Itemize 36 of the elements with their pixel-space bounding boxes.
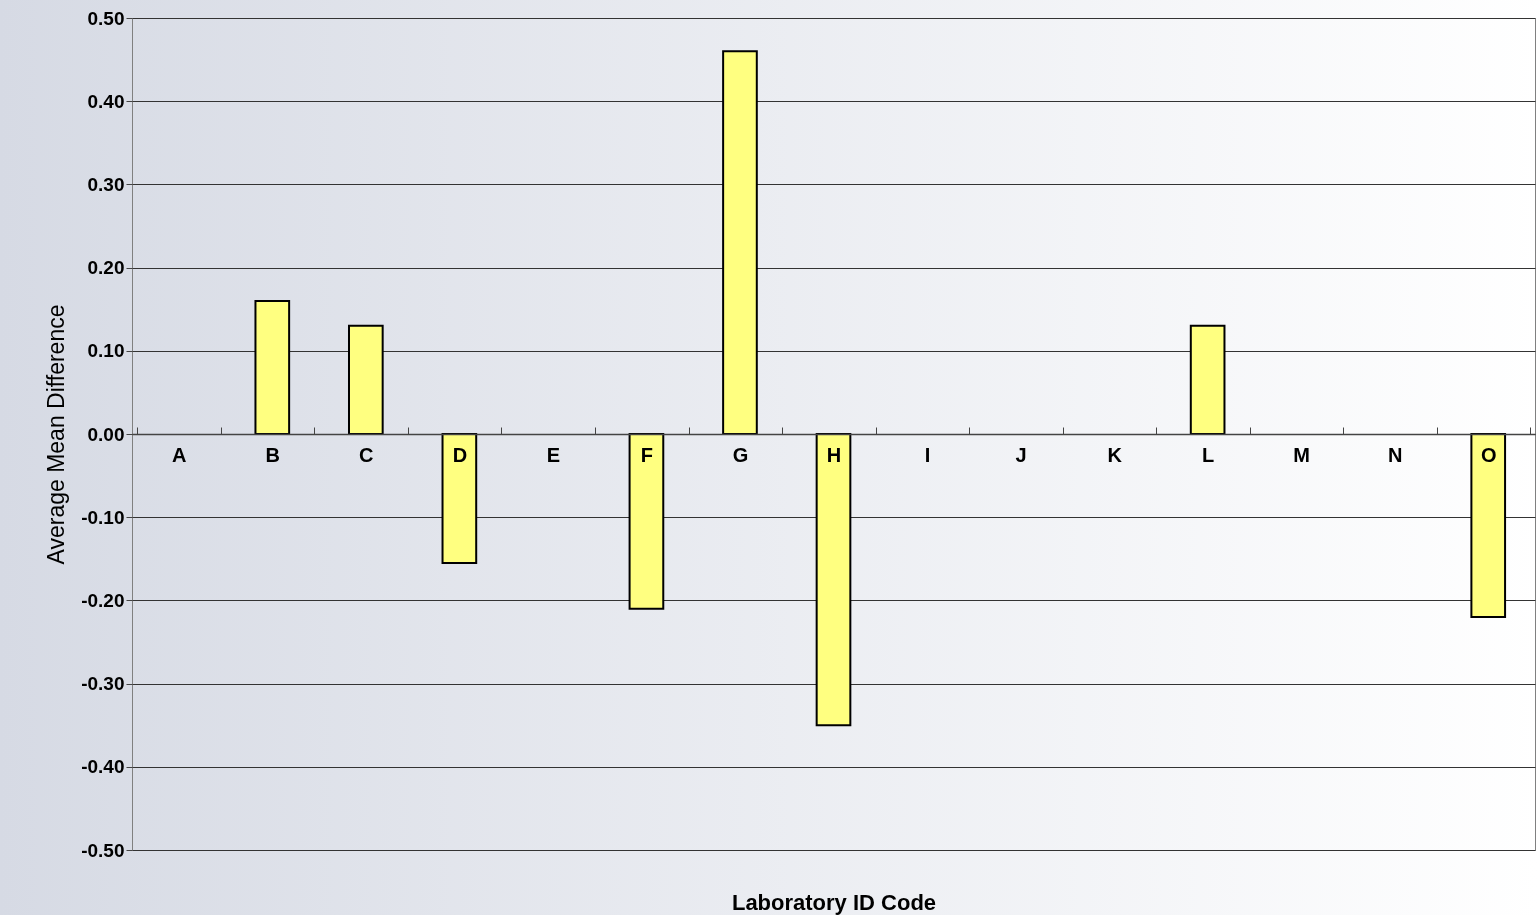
y-tick-label: -0.50 bbox=[81, 839, 125, 861]
x-axis-title: Laboratory ID Code bbox=[731, 889, 937, 915]
bar bbox=[348, 324, 384, 435]
y-tick-label: -0.20 bbox=[81, 589, 125, 611]
x-tick-label: H bbox=[826, 443, 842, 466]
y-tick-label: 0.50 bbox=[87, 7, 125, 29]
x-tick-label: E bbox=[546, 443, 561, 466]
x-tick-label: I bbox=[924, 443, 931, 466]
bar bbox=[441, 433, 478, 564]
bar bbox=[722, 50, 758, 435]
y-tick-label: -0.10 bbox=[81, 506, 125, 528]
y-tick-label: -0.40 bbox=[81, 756, 125, 778]
x-tick-label: M bbox=[1293, 443, 1310, 466]
y-tick-label: 0.10 bbox=[87, 340, 125, 362]
x-tick-label: K bbox=[1107, 443, 1123, 466]
y-tick-label: 0.00 bbox=[87, 423, 125, 445]
bar bbox=[815, 433, 852, 727]
x-tick-label: F bbox=[640, 443, 654, 466]
bar bbox=[254, 299, 291, 435]
x-tick-label: A bbox=[172, 443, 187, 466]
y-tick-label: 0.30 bbox=[87, 173, 125, 195]
x-tick-label: B bbox=[265, 443, 281, 466]
bar bbox=[1470, 433, 1507, 619]
x-tick-label: O bbox=[1480, 443, 1497, 466]
y-tick-label: -0.30 bbox=[81, 673, 125, 695]
x-tick-label: L bbox=[1202, 443, 1215, 466]
x-tick-label: J bbox=[1015, 443, 1027, 466]
x-tick-label: C bbox=[359, 443, 374, 466]
y-tick-label: 0.20 bbox=[87, 257, 125, 279]
y-tick-label: 0.40 bbox=[87, 90, 125, 112]
x-tick-label: N bbox=[1387, 443, 1403, 466]
bar bbox=[628, 433, 665, 610]
x-tick-label: D bbox=[452, 443, 468, 466]
x-tick-label: G bbox=[732, 443, 749, 466]
y-axis-title: Average Mean Difference bbox=[43, 304, 70, 565]
bar bbox=[1189, 324, 1226, 435]
